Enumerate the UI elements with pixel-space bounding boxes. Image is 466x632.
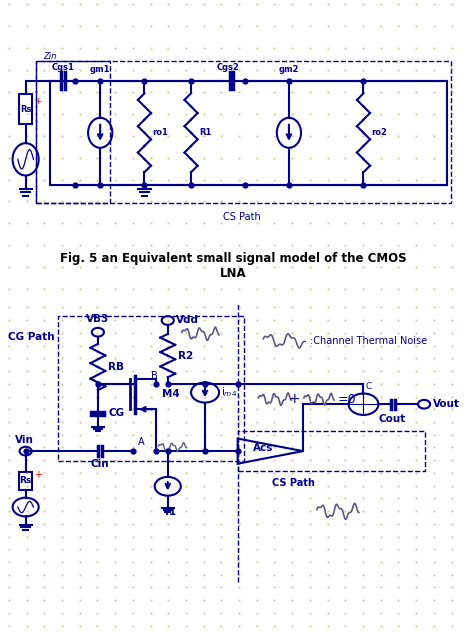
Text: gm1: gm1 [90,65,110,74]
Text: Cin: Cin [91,459,110,470]
Text: M4: M4 [162,389,179,399]
Text: CS Path: CS Path [223,212,261,222]
Text: Rs: Rs [20,105,31,114]
Text: :Channel Thermal Noise: :Channel Thermal Noise [310,336,427,346]
Text: CG: CG [108,408,124,418]
Text: C: C [366,382,372,391]
Text: ro1: ro1 [152,128,168,137]
Text: ro2: ro2 [371,128,387,137]
Text: +: + [34,470,42,480]
Text: A: A [138,437,144,447]
Text: CS Path: CS Path [272,478,315,488]
Text: Zin: Zin [43,52,56,61]
Text: Vout: Vout [433,399,460,410]
Text: gm2: gm2 [279,65,299,74]
Text: Vdd: Vdd [176,315,199,325]
Text: B: B [151,371,158,380]
Text: +: + [34,97,41,106]
Text: Vin: Vin [15,435,34,445]
Text: Cout: Cout [379,413,406,423]
Text: R2: R2 [178,351,193,361]
Text: R1: R1 [199,128,212,137]
Text: Acs: Acs [253,444,274,453]
Text: CG Path: CG Path [8,332,55,343]
Text: +: + [289,392,300,406]
Text: Fig. 5 an Equivalent small signal model of the CMOS
LNA: Fig. 5 an Equivalent small signal model … [60,252,406,279]
Text: =0: =0 [338,392,356,406]
Text: i$_{m4}$: i$_{m4}$ [221,386,238,399]
Text: Cgs2: Cgs2 [217,63,240,72]
Text: RB: RB [108,362,124,372]
Text: Rs: Rs [20,477,32,485]
Text: Cgs1: Cgs1 [51,63,74,72]
Text: VB3: VB3 [86,314,110,324]
Text: I1: I1 [164,507,176,517]
